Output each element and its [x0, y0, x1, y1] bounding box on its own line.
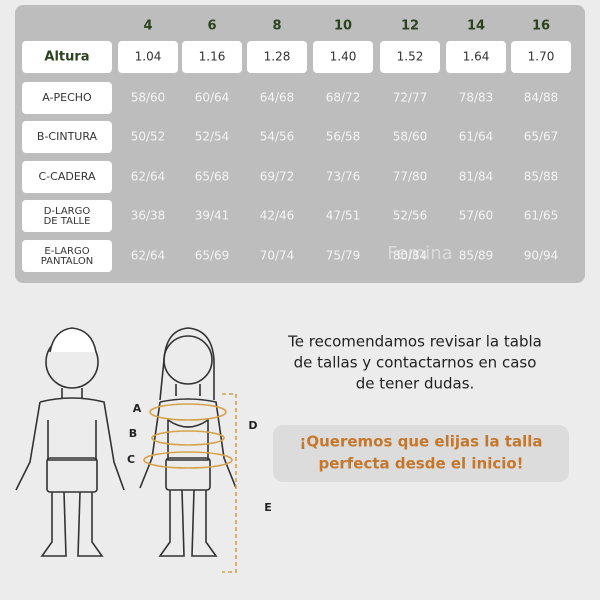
marker-letter: A: [133, 402, 142, 415]
cell-value: 81/84: [459, 170, 494, 184]
cell-value: 1.16: [199, 50, 226, 64]
cell-value: 57/60: [459, 209, 494, 223]
measure-markers: ABC D E: [127, 402, 272, 514]
row-label-box: [22, 161, 112, 193]
callout-line: ¡Queremos que elijas la talla: [300, 433, 543, 451]
cell-value: 64/68: [260, 91, 295, 105]
size-header: 4: [143, 19, 152, 34]
cell-value: 1.40: [330, 50, 357, 64]
row-label: E-LARGO: [44, 246, 89, 257]
cell-value: 72/77: [393, 91, 428, 105]
cell-value: 1.64: [463, 50, 490, 64]
marker-letter: B: [129, 427, 137, 440]
height-cell: [380, 41, 440, 73]
cell-value: 78/83: [459, 91, 494, 105]
cell-value: 42/46: [260, 209, 295, 223]
row-label: PANTALON: [41, 256, 93, 267]
cell-value: 39/41: [195, 209, 230, 223]
marker-letter: D: [248, 419, 257, 432]
cell-value: 58/60: [393, 130, 428, 144]
cell-value: 85/89: [459, 249, 494, 263]
height-cell: [118, 41, 178, 73]
row-label: D-LARGO: [44, 206, 91, 217]
cell-value: 58/60: [131, 91, 166, 105]
size-header: 12: [401, 19, 419, 34]
table-panel: [15, 5, 585, 283]
row-label-box: [22, 121, 112, 153]
girl-figure: [139, 327, 237, 557]
cell-value: 70/74: [260, 249, 295, 263]
height-cell: [446, 41, 506, 73]
cell-value: 36/38: [131, 209, 166, 223]
cell-value: 73/76: [326, 170, 361, 184]
row-label: B-CINTURA: [37, 130, 98, 143]
size-header: 6: [207, 19, 216, 34]
cell-value: 62/64: [131, 170, 166, 184]
cell-value: 65/67: [524, 130, 559, 144]
row-label-box: [22, 200, 112, 232]
message-line: Te recomendamos revisar la tabla: [287, 333, 542, 351]
row-label: C-CADERA: [39, 170, 96, 183]
cell-value: 69/72: [260, 170, 295, 184]
table: 4 6 8 10 12 14 16 Altura 1.04 1.16 1.28 1.40 1.52 1.6…: [22, 19, 571, 272]
message-line: de tener dudas.: [356, 375, 475, 393]
size-header: 14: [467, 19, 485, 34]
cell-value: 1.52: [397, 50, 424, 64]
row-label-box: [22, 82, 112, 114]
cell-value: 77/80: [393, 170, 428, 184]
cell-value: 85/88: [524, 170, 559, 184]
cell-value: 75/79: [326, 249, 361, 263]
callout-box: [273, 425, 569, 482]
row-label: A-PECHO: [42, 91, 92, 104]
cell-value: 65/69: [195, 249, 230, 263]
size-header: 10: [334, 19, 352, 34]
cell-value: 60/64: [195, 91, 230, 105]
cell-value: 62/64: [131, 249, 166, 263]
watermark: Femina: [387, 243, 452, 264]
size-header: 8: [272, 19, 281, 34]
cell-value: 52/54: [195, 130, 230, 144]
cell-value: 52/56: [393, 209, 428, 223]
measure-guides: [143, 393, 237, 573]
cell-value: 61/64: [459, 130, 494, 144]
cell-value: 61/65: [524, 209, 559, 223]
cell-value: 1.28: [264, 50, 291, 64]
message: Te recomendamos revisar la tabla de talla…: [287, 333, 542, 473]
row-label-box: [22, 41, 112, 73]
cell-value: 1.70: [528, 50, 555, 64]
row-label: Altura: [44, 50, 89, 65]
cell-value: 1.04: [135, 50, 162, 64]
height-cell: [511, 41, 571, 73]
boy-figure: [15, 327, 125, 557]
height-cell: [182, 41, 242, 73]
cell-value: 90/94: [524, 249, 559, 263]
row-label: DE TALLE: [44, 216, 91, 227]
message-line: de tallas y contactarnos en caso: [294, 354, 537, 372]
cell-value: 56/58: [326, 130, 361, 144]
size-header: 16: [532, 19, 550, 34]
row-label-box: [22, 240, 112, 272]
cell-value: 80/84: [393, 249, 428, 263]
marker-letter: E: [264, 501, 272, 514]
callout-line: perfecta desde el inicio!: [318, 455, 523, 473]
height-cell: [313, 41, 373, 73]
cell-value: 54/56: [260, 130, 295, 144]
cell-value: 47/51: [326, 209, 361, 223]
cell-value: 65/68: [195, 170, 230, 184]
cell-value: 84/88: [524, 91, 559, 105]
height-cell: [247, 41, 307, 73]
cell-value: 50/52: [131, 130, 166, 144]
marker-letter: C: [127, 453, 135, 466]
cell-value: 68/72: [326, 91, 361, 105]
